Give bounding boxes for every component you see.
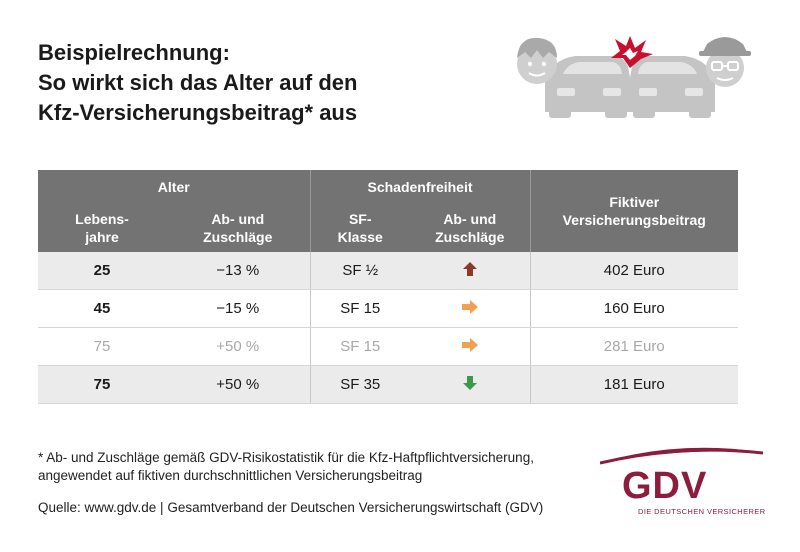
logo-wordmark: GDV bbox=[622, 465, 707, 507]
table-row: 75 +50 % SF 15 281 Euro bbox=[38, 327, 738, 366]
footnote: * Ab- und Zuschläge gemäß GDV-Risikostat… bbox=[38, 449, 598, 485]
age-adjustment-cell: −13 % bbox=[166, 252, 311, 290]
arrow-down-icon bbox=[462, 375, 477, 390]
sf-header-line-2: Klasse bbox=[337, 229, 383, 245]
calculation-table: Alter Schadenfreiheit Fiktiver Versicher… bbox=[38, 170, 738, 404]
arrow-right-icon bbox=[461, 337, 478, 352]
age-cell: 45 bbox=[38, 289, 166, 328]
arrow-right-icon bbox=[461, 299, 478, 314]
group-header-schadenfreiheit: Schadenfreiheit bbox=[310, 170, 531, 204]
logo-tagline: DIE DEUTSCHEN VERSICHERER bbox=[638, 507, 765, 516]
title-line-2: So wirkt sich das Alter auf den bbox=[38, 70, 358, 95]
sf-adjustment-cell bbox=[410, 252, 531, 290]
age-cell: 75 bbox=[38, 365, 166, 404]
sf-class-cell: SF 15 bbox=[310, 289, 410, 328]
age-header-line-1: Lebens- bbox=[75, 211, 129, 227]
age-adj-header-line-1: Ab- und bbox=[211, 211, 265, 227]
column-header-age-adjustment: Ab- und Zuschläge bbox=[166, 204, 311, 252]
sf-adjustment-cell bbox=[410, 289, 531, 328]
premium-cell: 181 Euro bbox=[530, 365, 738, 404]
arrow-up-icon bbox=[462, 261, 477, 276]
sf-adjustment-cell bbox=[410, 365, 531, 404]
table-row: 25 −13 % SF ½ 402 Euro bbox=[38, 252, 738, 290]
sf-adj-header-line-2: Zuschläge bbox=[435, 229, 505, 245]
age-adjustment-cell: +50 % bbox=[166, 365, 311, 404]
column-header-sf-adjustment: Ab- und Zuschläge bbox=[410, 204, 531, 252]
premium-cell: 402 Euro bbox=[530, 252, 738, 290]
footnote-line-1: * Ab- und Zuschläge gemäß GDV-Risikostat… bbox=[38, 450, 534, 465]
footnote-line-2: angewendet auf fiktiven durchschnittlich… bbox=[38, 468, 423, 483]
sf-class-cell: SF 35 bbox=[310, 365, 410, 404]
premium-cell: 281 Euro bbox=[530, 327, 738, 366]
title-line-3: Kfz-Versicherungsbeitrag* aus bbox=[38, 100, 358, 125]
car-crash-icon bbox=[517, 36, 751, 118]
title-line-1: Beispielrechnung: bbox=[38, 40, 230, 65]
sf-adj-header-line-1: Ab- und bbox=[443, 211, 497, 227]
column-header-premium: Fiktiver Versicherungsbeitrag bbox=[530, 170, 738, 252]
age-adjustment-cell: −15 % bbox=[166, 289, 311, 328]
table-row: 45 −15 % SF 15 160 Euro bbox=[38, 289, 738, 328]
table-row: 75 +50 % SF 35 181 Euro bbox=[38, 365, 738, 404]
sf-class-cell: SF ½ bbox=[310, 252, 410, 290]
source-line: Quelle: www.gdv.de | Gesamtverband der D… bbox=[38, 500, 544, 515]
premium-header-line-2: Versicherungsbeitrag bbox=[562, 212, 706, 228]
age-adjustment-cell: +50 % bbox=[166, 327, 311, 366]
premium-header-line-1: Fiktiver bbox=[609, 194, 660, 210]
age-header-line-2: jahre bbox=[85, 229, 119, 245]
age-cell: 75 bbox=[38, 327, 166, 366]
premium-cell: 160 Euro bbox=[530, 289, 738, 328]
sf-header-line-1: SF- bbox=[348, 211, 372, 227]
column-header-sf-class: SF- Klasse bbox=[310, 204, 410, 252]
sf-class-cell: SF 15 bbox=[310, 327, 410, 366]
sf-adjustment-cell bbox=[410, 327, 531, 366]
age-cell: 25 bbox=[38, 252, 166, 290]
group-header-alter: Alter bbox=[38, 170, 311, 204]
age-adj-header-line-2: Zuschläge bbox=[203, 229, 273, 245]
column-header-age: Lebens- jahre bbox=[38, 204, 166, 252]
page-title: Beispielrechnung: So wirkt sich das Alte… bbox=[38, 38, 478, 128]
gdv-logo: GDV DIE DEUTSCHEN VERSICHERER bbox=[600, 447, 765, 516]
